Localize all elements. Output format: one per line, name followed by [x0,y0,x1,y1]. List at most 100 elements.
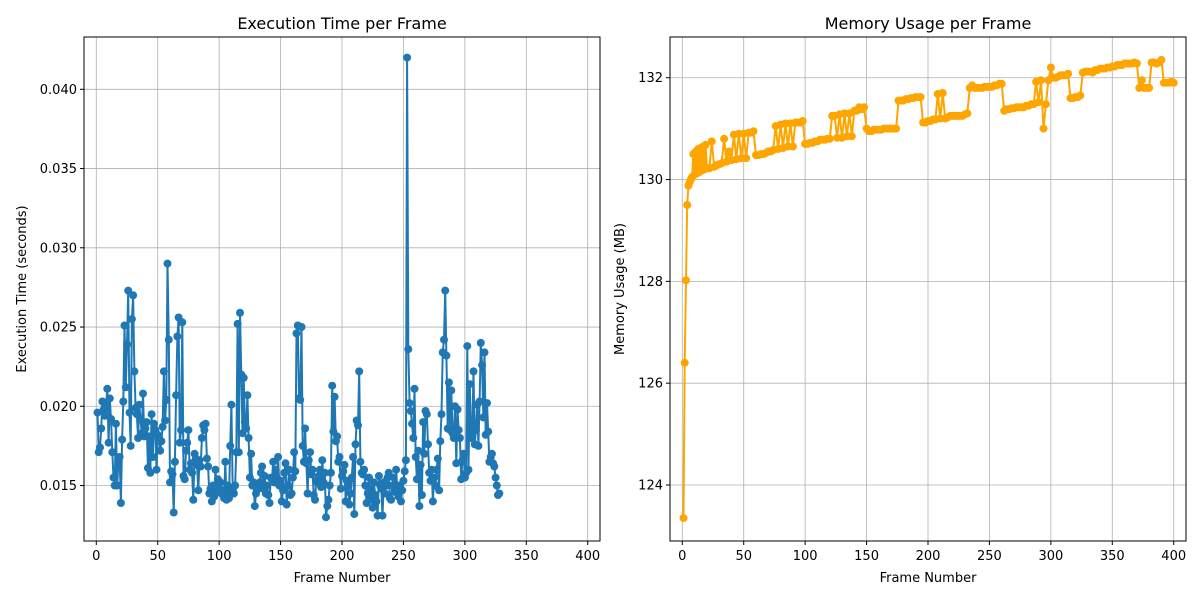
data-point [221,457,230,466]
data-point [226,441,235,450]
data-point [129,291,138,300]
data-point [410,384,419,393]
data-point [279,486,287,495]
x-axis-label: Frame Number [880,571,978,586]
data-point [349,453,358,461]
y-axis-label: Memory Usage (MB) [613,223,628,355]
data-point [683,201,692,209]
data-point [347,473,356,482]
data-point [479,413,488,422]
data-point [236,308,244,317]
data-point [345,500,354,509]
data-point [102,400,111,409]
data-point [211,465,220,474]
data-point [135,400,144,409]
data-point [707,137,716,146]
data-point [367,484,376,493]
data-point [417,491,426,499]
data-point [325,481,334,490]
data-point [177,426,186,435]
data-point [476,338,485,347]
grid-lines [670,37,1186,541]
data-point [350,510,359,519]
y-tick-label: 128 [638,275,663,290]
data-point [96,443,104,452]
data-point [260,472,269,480]
data-point [420,449,429,458]
x-tick-label: 300 [1038,549,1063,564]
data-point [374,472,383,480]
x-tick-label: 200 [330,549,355,564]
data-point [100,411,109,420]
data-point [382,481,391,490]
data-point [292,329,301,338]
data-point [701,140,710,149]
data-point [311,495,319,504]
data-point [463,342,472,351]
data-point [243,391,252,400]
data-point [104,438,113,447]
data-point [175,438,184,447]
x-tick-label: 50 [149,549,166,564]
data-point [239,373,248,382]
data-point [437,410,446,419]
data-point [459,449,468,458]
data-point [250,502,259,511]
data-point [1157,55,1166,64]
data-point [449,434,458,442]
data-point [1034,98,1043,107]
data-point [287,489,296,498]
data-point [475,397,484,406]
data-point [1169,78,1178,87]
data-point [308,465,317,474]
data-point [428,497,437,506]
data-point [404,345,413,354]
data-point [121,383,130,392]
axes-frame [669,36,1187,542]
data-point [156,446,165,455]
data-point [285,465,294,474]
data-point [183,438,192,447]
y-axis-label: Execution Time (seconds) [15,205,30,372]
data-point [798,117,807,125]
data-point [281,459,290,468]
y-tick-label: 130 [638,173,663,188]
x-tick-label: 300 [452,549,477,564]
data-point [333,432,342,441]
data-point [123,340,131,349]
data-point [336,484,345,493]
data-point [997,79,1006,88]
data-point [892,124,901,133]
data-point [326,468,335,477]
data-point [164,335,173,344]
data-point [97,424,106,433]
data-point [147,410,156,419]
data-point [366,495,375,504]
data-point [938,89,947,97]
data-point [963,109,972,118]
data-point [406,407,415,415]
data-point [297,323,306,331]
data-point [749,127,758,136]
data-point [158,422,167,431]
data-point [441,286,450,295]
data-point [847,132,856,141]
x-tick-label: 250 [391,549,416,564]
data-point [447,386,456,395]
data-point [680,358,689,367]
data-point [296,395,305,404]
data-point [318,456,327,465]
data-point [216,478,225,487]
data-point [146,468,155,477]
data-point [303,489,312,498]
data-point [433,454,442,463]
data-point [483,399,491,408]
x-axis-label: Frame Number [294,571,392,586]
y-tick-label: 132 [638,71,663,86]
data-point [258,462,267,471]
data-point [1037,76,1045,85]
x-tick-label: 350 [1100,549,1125,564]
data-point [480,348,489,357]
data-point [365,473,373,482]
data-point [416,460,425,469]
